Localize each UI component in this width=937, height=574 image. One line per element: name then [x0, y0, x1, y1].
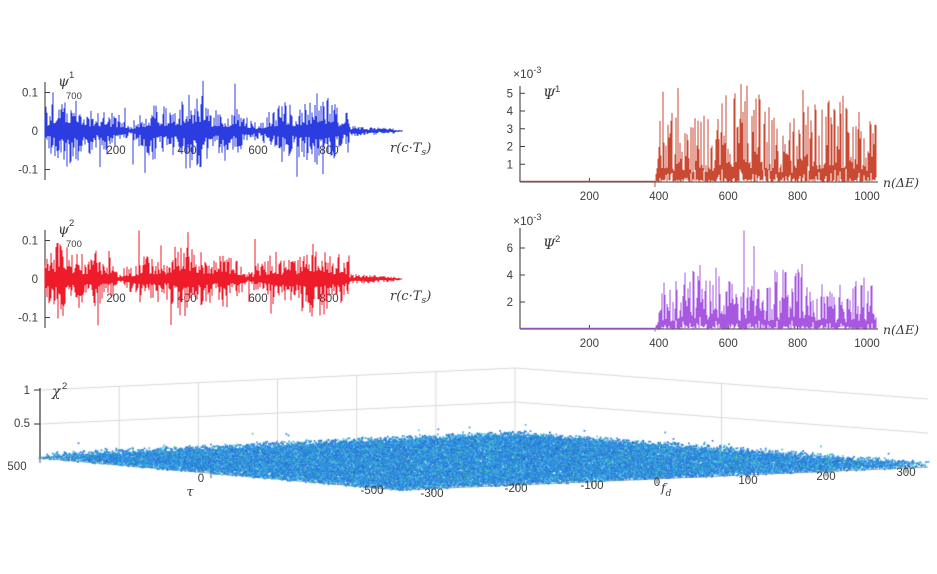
series-label-sup: 2 [69, 218, 74, 229]
signal-trace [44, 230, 403, 326]
x-tick-label: 600 [248, 293, 267, 305]
fd-tick-label: 300 [896, 467, 915, 479]
y-exponent-label: ×10-3 [513, 212, 541, 228]
y-tick-label: 0.1 [22, 88, 38, 100]
fd-tick-label: -100 [580, 480, 603, 492]
x-tick-label: 800 [319, 145, 338, 157]
series-label-sup: 1 [555, 84, 560, 95]
y-tick-label: 6 [507, 243, 513, 255]
signal-trace [520, 84, 877, 188]
z-axis-label-sup: 2 [62, 381, 67, 392]
fd-tick-label: 100 [738, 475, 757, 487]
signal-trace [520, 230, 877, 332]
series-label-base: ψ [58, 222, 70, 238]
z-tick-label: 1 [24, 385, 30, 397]
signal-trace [44, 80, 403, 177]
y-tick-label: -0.1 [18, 313, 38, 325]
x-tick-label: 400 [649, 191, 668, 203]
x-tick-label: 600 [719, 338, 738, 350]
y-tick-label: 4 [507, 106, 514, 118]
y-tick-label: 5 [507, 88, 513, 100]
x-tick-label: 800 [788, 338, 807, 350]
x-tick-label: 600 [248, 145, 267, 157]
fd-tick-label: 200 [816, 471, 835, 483]
fd-tick-label: 0 [654, 477, 660, 489]
y-tick-label: 3 [507, 124, 513, 136]
z-tick-label: 0.5 [14, 418, 30, 430]
x-axis-label: r(c·Ts) [390, 289, 431, 306]
y-tick-label: -0.1 [18, 165, 38, 177]
y-tick-label: 0 [32, 274, 38, 286]
fd-tick-label: -200 [504, 483, 527, 495]
x-tick-label: 200 [580, 191, 599, 203]
series-label-sup: 1 [69, 70, 74, 81]
y-tick-label: 0.1 [22, 236, 38, 248]
y-tick-label: 2 [507, 297, 513, 309]
z-axis-label-base: χ [51, 384, 62, 400]
x-tick-label: 400 [649, 338, 668, 350]
series-label-base: Ψ [543, 237, 556, 253]
series-label-base: ψ [58, 74, 70, 90]
x-tick-label: 1000 [854, 338, 880, 350]
series-label-sup: 2 [555, 234, 560, 245]
x-axis-label: r(c·Ts) [390, 141, 431, 158]
series-label-sub: 700 [66, 91, 82, 102]
x-tick-label: 200 [580, 338, 599, 350]
fd-tick-label: -300 [420, 488, 443, 500]
x-axis-label: n(ΔE) [883, 175, 919, 190]
tau-axis-label: τ [186, 485, 194, 500]
tau-tick-label: 0 [198, 473, 204, 485]
y-tick-label: 0 [32, 126, 38, 138]
fd-axis-label: fd [660, 480, 672, 499]
x-tick-label: 200 [106, 293, 125, 305]
series-label-base: Ψ [543, 87, 556, 103]
plot-chi2-surface: 1 0.5 500 0 -500 -300 -200 -100 0 100 200 300 χ 2 τ fd [7, 381, 915, 500]
tau-tick-label: 500 [7, 461, 26, 473]
series-label-sub: 700 [66, 239, 82, 250]
x-tick-label: 200 [106, 145, 125, 157]
y-tick-label: 1 [507, 159, 513, 171]
y-tick-label: 4 [507, 270, 514, 282]
x-axis-label: n(ΔE) [883, 322, 919, 337]
y-exponent-label: ×10-3 [513, 65, 541, 81]
x-tick-label: 1000 [854, 191, 880, 203]
y-tick-label: 2 [507, 142, 513, 154]
x-tick-label: 800 [788, 191, 807, 203]
x-tick-label: 600 [719, 191, 738, 203]
tau-tick-label: -500 [360, 485, 383, 497]
